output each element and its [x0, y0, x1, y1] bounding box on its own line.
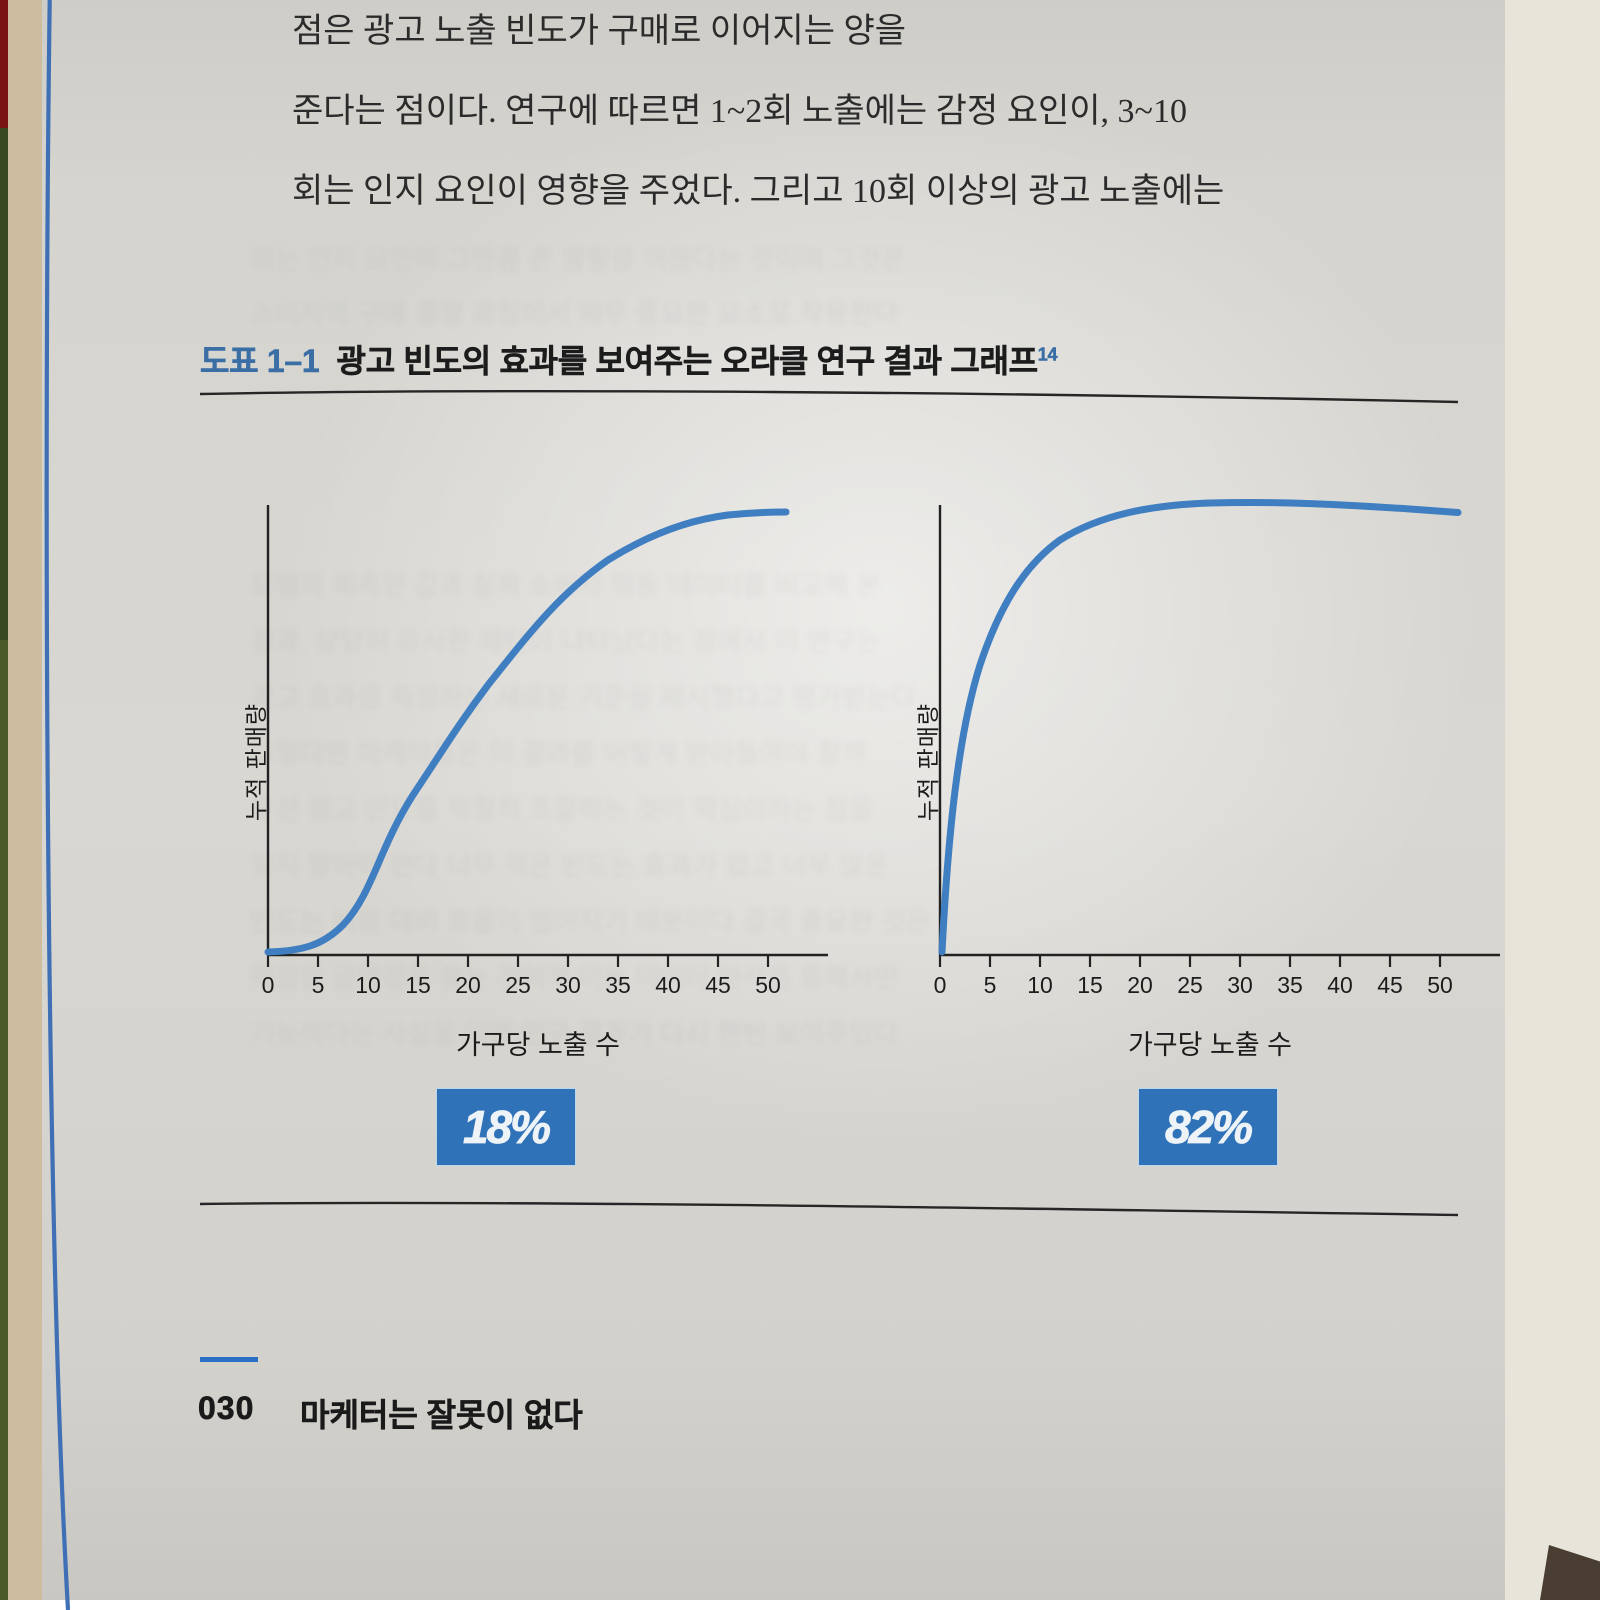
svg-text:45: 45 — [1377, 972, 1403, 998]
svg-text:0: 0 — [934, 972, 947, 998]
svg-text:5: 5 — [312, 972, 325, 998]
svg-text:25: 25 — [1177, 972, 1203, 998]
svg-text:30: 30 — [555, 972, 581, 998]
svg-text:20: 20 — [1127, 972, 1153, 998]
svg-text:15: 15 — [405, 972, 431, 998]
svg-text:35: 35 — [1277, 972, 1303, 998]
svg-text:40: 40 — [1327, 972, 1353, 998]
svg-text:20: 20 — [455, 972, 481, 998]
svg-text:50: 50 — [1427, 972, 1453, 998]
svg-text:10: 10 — [355, 972, 381, 998]
svg-text:40: 40 — [655, 972, 681, 998]
svg-text:25: 25 — [505, 972, 531, 998]
svg-text:15: 15 — [1077, 972, 1103, 998]
svg-text:45: 45 — [705, 972, 731, 998]
svg-text:35: 35 — [605, 972, 631, 998]
svg-text:5: 5 — [984, 972, 997, 998]
svg-text:50: 50 — [755, 972, 781, 998]
svg-text:10: 10 — [1027, 972, 1053, 998]
svg-text:0: 0 — [262, 972, 275, 998]
svg-text:30: 30 — [1227, 972, 1253, 998]
